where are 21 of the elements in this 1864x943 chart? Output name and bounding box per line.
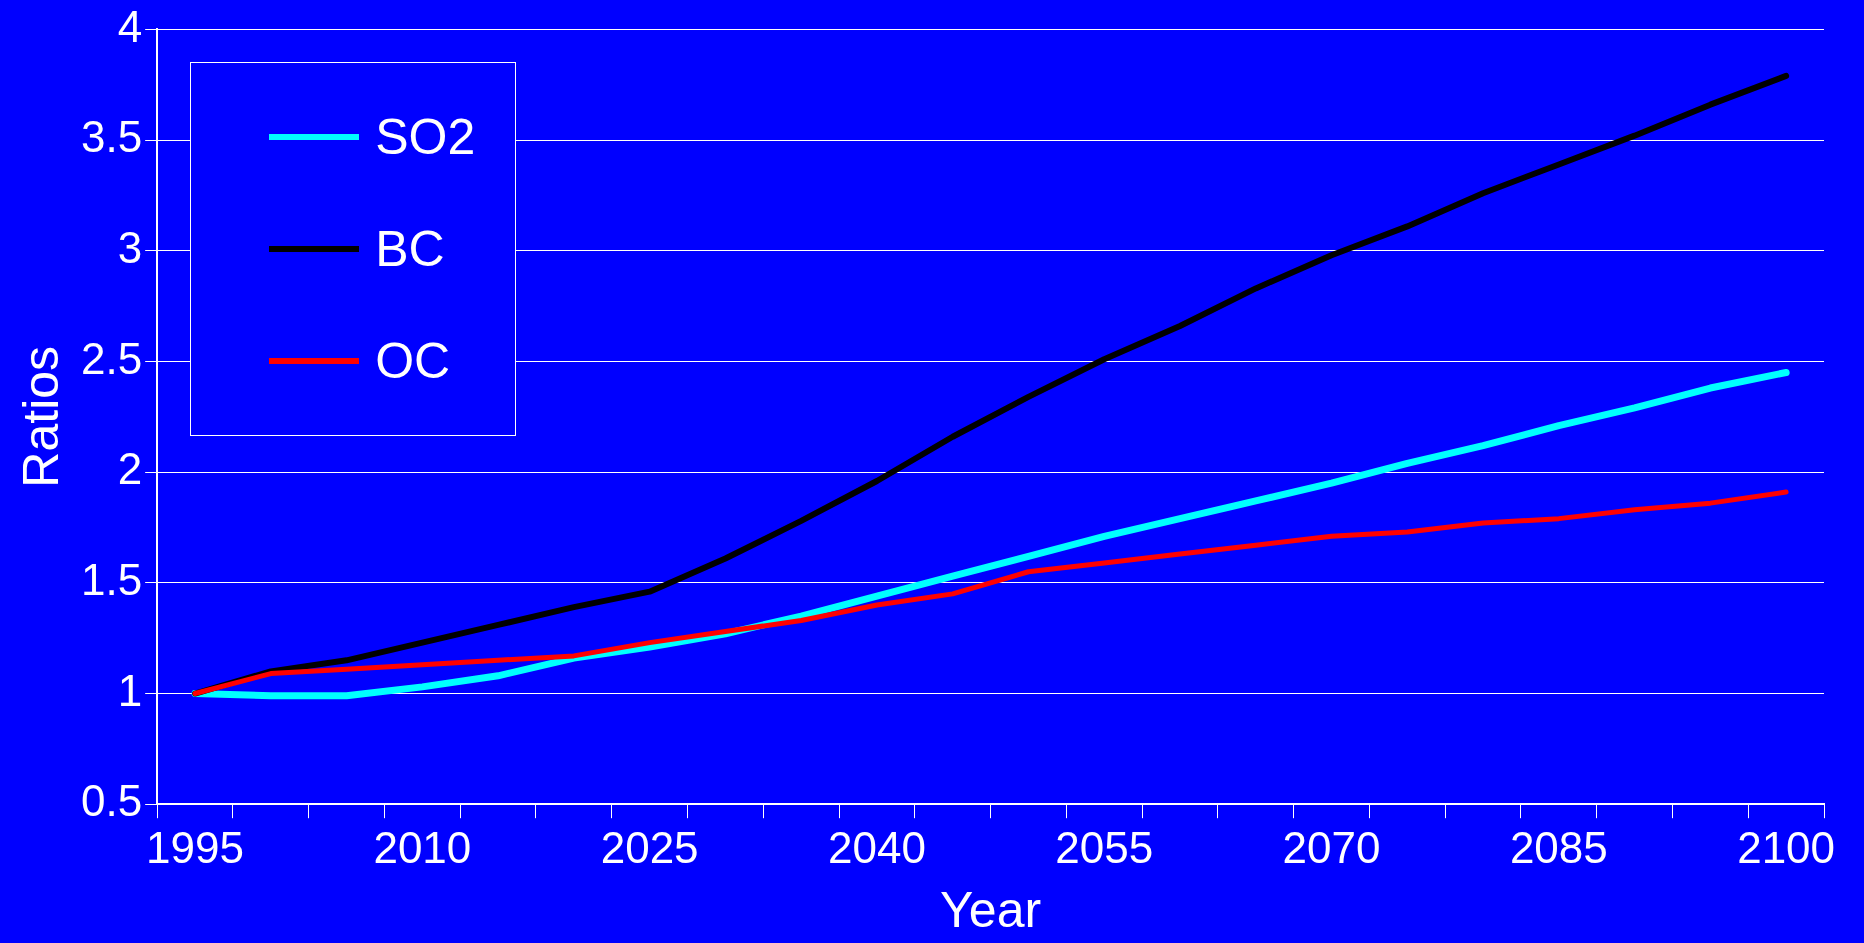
y-tick-label: 2: [117, 444, 143, 494]
y-tick-label: 2.5: [80, 333, 143, 383]
x-tick-label: 2070: [1282, 822, 1381, 872]
y-tick-label: 3.5: [80, 112, 143, 162]
x-tick-label: 1995: [146, 822, 244, 872]
y-tick-label: 1: [117, 665, 143, 715]
x-tick-label: 2085: [1509, 822, 1608, 872]
y-tick-label: 1.5: [80, 554, 143, 604]
y-tick-label: 0.5: [80, 776, 143, 826]
y-axis-title: Ratios: [12, 345, 69, 488]
x-tick-label: 2055: [1055, 822, 1154, 872]
x-tick-label: 2100: [1737, 822, 1836, 872]
x-tick-label: 2010: [373, 822, 472, 872]
legend-label: SO2: [375, 108, 476, 167]
y-tick-label: 4: [117, 1, 143, 51]
x-axis-title: Year: [940, 881, 1042, 938]
y-tick-label: 3: [117, 222, 143, 272]
legend-label: OC: [375, 332, 451, 391]
x-tick-label: 2025: [600, 822, 699, 872]
legend-label: BC: [375, 220, 445, 279]
x-tick-label: 2040: [827, 822, 926, 872]
